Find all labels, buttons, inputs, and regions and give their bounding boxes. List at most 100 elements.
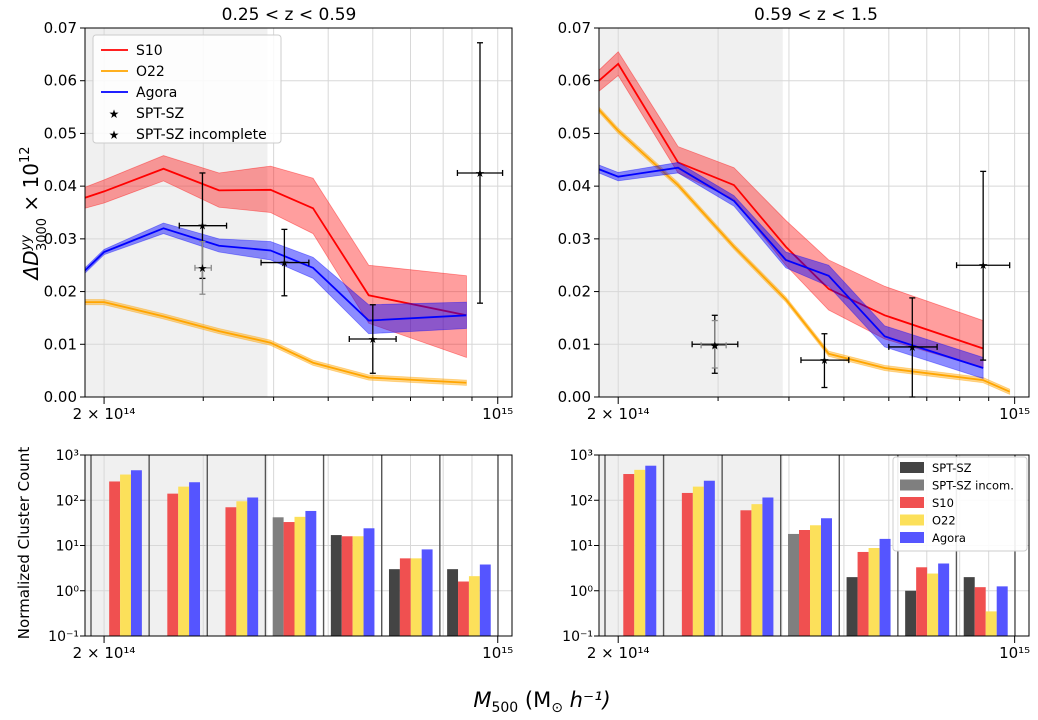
y-tick-label: 10³: [56, 448, 79, 464]
bar-o22: [120, 474, 131, 636]
legend-label: O22: [932, 514, 956, 528]
top-left-panel: 0.00 0.01 0.02 0.03 0.04 0.05 0.06 0.07 2 × 10¹⁴…: [44, 19, 514, 423]
line-agora: [84, 227, 467, 322]
y-tick-label: 10⁰: [56, 584, 80, 600]
x-tick-label: 2 × 10¹⁴: [587, 644, 650, 662]
bar-s10: [740, 510, 752, 636]
y-tick-label: 0.05: [44, 124, 77, 142]
star-marker: ★: [197, 262, 207, 275]
bar-agora: [363, 528, 375, 636]
band-o22: [598, 106, 1011, 395]
legend-label: SPT-SZ: [136, 106, 184, 122]
panel-title-left: 0.25 < z < 0.59: [222, 5, 357, 25]
legend-label: O22: [136, 64, 165, 80]
bar-agora: [305, 510, 317, 636]
bar-o22: [927, 573, 939, 636]
star-marker: ★: [279, 257, 289, 270]
bar-s10: [681, 492, 693, 636]
spt-incomplete-point: ★: [194, 240, 212, 295]
line-o22: [598, 109, 1011, 393]
bar-spt-sz: [846, 577, 858, 636]
bar-o22: [810, 525, 821, 636]
x-tick-label: 2 × 10¹⁴: [73, 405, 136, 423]
y-tick-label: 10²: [56, 493, 79, 509]
bar-agora: [996, 586, 1008, 636]
bar-s10: [857, 551, 869, 636]
band-agora: [84, 222, 467, 335]
axes-frame: [84, 454, 513, 637]
bar-agora: [247, 497, 259, 636]
bar-spt-sz-incom-: [272, 517, 284, 636]
y-tick-label: 10³: [570, 448, 593, 464]
spt-point: ★: [955, 170, 1011, 361]
line-agora: [598, 166, 984, 369]
y-tick-label: 0.01: [44, 335, 77, 353]
line-s10: [84, 167, 467, 317]
bar-agora: [421, 549, 433, 636]
y-tick-label: 10⁻¹: [562, 629, 593, 645]
bar-s10: [458, 581, 469, 636]
legend-label: Agora: [932, 531, 966, 545]
bar-s10: [283, 522, 295, 636]
y-tick-label: 10¹: [56, 539, 79, 555]
y-tick-label: 10²: [570, 493, 593, 509]
bar-s10: [399, 558, 411, 636]
bar-spt-sz: [905, 590, 917, 636]
bar-o22: [692, 486, 704, 636]
star-marker: ★: [907, 341, 917, 354]
y-tick-label: 0.01: [558, 335, 591, 353]
bar-o22: [178, 486, 190, 636]
band-agora: [598, 162, 984, 380]
legend-label: SPT-SZ: [932, 461, 972, 475]
star-marker: ★: [368, 333, 378, 346]
legend-box: [92, 34, 282, 144]
bar-s10: [799, 530, 810, 636]
legend-label: S10: [136, 43, 163, 59]
bar-o22: [634, 469, 646, 636]
y-tick-label: 0.00: [44, 388, 77, 406]
bar-o22: [468, 576, 480, 636]
bar-agora: [703, 480, 715, 636]
legend-swatch: [900, 497, 924, 508]
bar-o22: [294, 516, 306, 636]
legend-box: [892, 456, 1028, 552]
legend-star-4: ★: [109, 128, 120, 142]
top-ylabel: ΔDyy3000 × 1012: [18, 146, 50, 281]
spt-point: ★: [456, 42, 504, 304]
bar-spt-sz-incom-: [788, 533, 800, 636]
star-marker: ★: [710, 339, 720, 352]
y-tick-label: 0.00: [558, 388, 591, 406]
bar-agora: [762, 497, 774, 636]
bar-s10: [341, 536, 353, 636]
star-marker: ★: [820, 354, 830, 367]
x-tick-label: 10¹⁵: [482, 644, 513, 662]
bar-s10: [974, 587, 986, 636]
x-tick-label: 10¹⁵: [999, 405, 1030, 423]
bar-s10: [109, 481, 121, 636]
star-marker: ★: [978, 259, 988, 272]
y-tick-label: 10¹: [570, 539, 593, 555]
bar-s10: [167, 493, 179, 636]
x-tick-label: 10¹⁵: [482, 405, 513, 423]
bar-spt-sz: [447, 569, 459, 636]
legend-swatch: [900, 479, 924, 491]
bar-o22: [236, 501, 248, 636]
legend-label: Agora: [136, 85, 177, 101]
y-tick-label: 0.06: [44, 72, 77, 90]
legend: S10 O22 Agora ★ SPT-SZ ★ SPT-SZ incomplete: [92, 34, 282, 144]
axes-frame: [84, 27, 513, 398]
band-s10: [84, 155, 467, 359]
legend-swatch: [900, 514, 924, 526]
legend-swatch: [900, 462, 924, 473]
legend: SPT-SZ SPT-SZ incom. S10 O22 Agora: [892, 456, 1028, 552]
top-right-panel: 0.00 0.01 0.02 0.03 0.04 0.05 0.06 0.07 2 × 10¹⁴…: [558, 19, 1031, 423]
bar-s10: [916, 567, 928, 636]
bar-o22: [751, 504, 763, 636]
panel-title-right: 0.59 < z < 1.5: [754, 5, 878, 25]
y-tick-label: 10⁰: [570, 584, 594, 600]
bottom-ylabel: Normalized Cluster Count: [15, 447, 33, 640]
y-tick-label: 0.02: [44, 283, 77, 301]
y-tick-label: 0.07: [558, 19, 591, 37]
